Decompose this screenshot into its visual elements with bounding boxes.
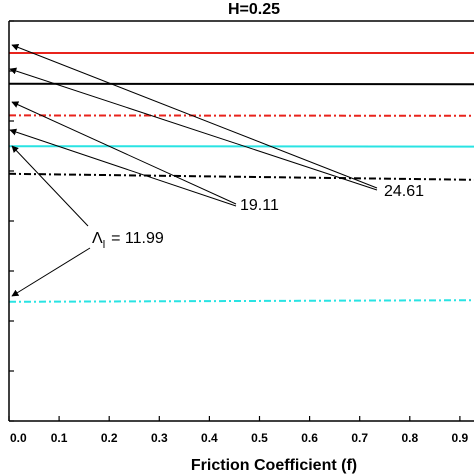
series-line-6: [8, 299, 474, 303]
annotation-label-24-61: 24.61: [384, 183, 424, 200]
lambda-value: = 11.99: [111, 230, 164, 247]
annotation-label-lambda: Λl = 11.99: [92, 230, 164, 251]
x-ticks: 0.0 0.1 0.2 0.3 0.4 0.5 0.6 0.7 0.8 0.9: [8, 416, 469, 445]
series-line-5: [8, 172, 474, 181]
chart-title: H=0.25: [228, 1, 280, 18]
x-tick-label: 0.9: [452, 431, 469, 445]
arrow-19-11-to-red-dashdot: [11, 101, 237, 205]
x-tick-label: 0.0: [10, 431, 27, 445]
annotation-label-19-11: 19.11: [240, 197, 279, 214]
x-tick-label: 0.7: [351, 431, 368, 445]
series-layer: [8, 52, 474, 303]
arrow-lambda-to-cyan-dashdot: [11, 247, 91, 297]
arrow-24-61-to-red-solid: [11, 44, 378, 189]
x-axis-label: Friction Coefficient (f): [191, 457, 357, 474]
lambda-subscript: l: [103, 239, 105, 251]
lambda-symbol: Λ: [92, 230, 103, 247]
arrow-19-11-to-cyan-solid: [9, 128, 237, 207]
x-tick-label: 0.8: [401, 431, 418, 445]
x-tick-label: 0.4: [201, 431, 218, 445]
arrow-24-61-to-black-solid: [9, 67, 378, 191]
x-tick-label: 0.3: [151, 431, 168, 445]
x-tick-label: 0.2: [101, 431, 118, 445]
x-tick-label: 0.1: [51, 431, 68, 445]
annotation-layer: 24.61 19.11 Λl = 11.99: [9, 44, 424, 297]
x-tick-label: 0.5: [251, 431, 268, 445]
arrow-lambda-to-black-dashdot: [11, 145, 89, 227]
x-tick-label: 0.6: [301, 431, 318, 445]
